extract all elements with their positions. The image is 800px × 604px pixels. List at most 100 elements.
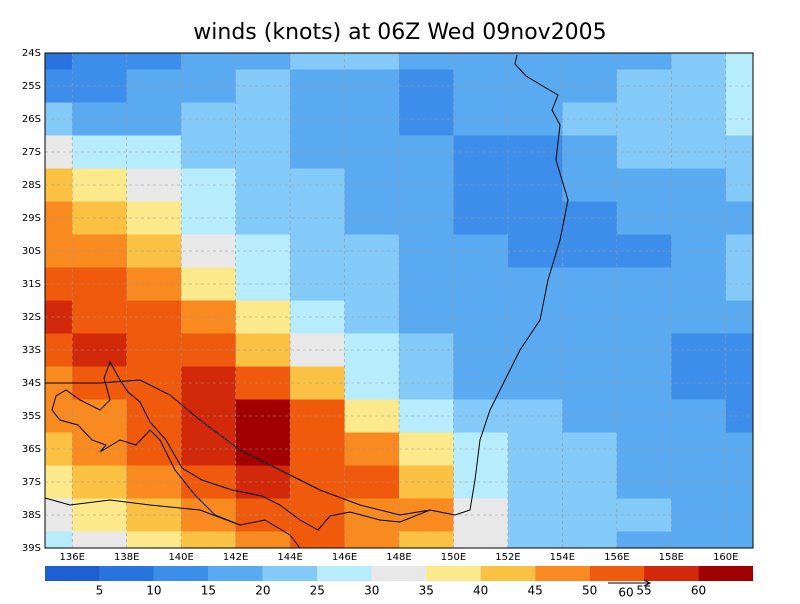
- colorbar-box: [208, 566, 263, 581]
- grid: 136E 138E 140E 142E 144E 146E 148E 150E 152E 154E…: [22, 48, 753, 563]
- wind-cell: [399, 267, 454, 301]
- wind-cell: [616, 300, 672, 334]
- wind-cell: [181, 531, 237, 548]
- colorbar-box: [99, 566, 154, 581]
- wind-cell: [399, 168, 454, 202]
- wind-cell: [562, 234, 618, 268]
- wind-cell: [562, 465, 618, 499]
- wind-cell: [507, 465, 563, 499]
- wind-cell: [235, 531, 291, 548]
- wind-cell: [453, 102, 509, 136]
- wind-cell: [725, 531, 753, 548]
- wind-cell: [616, 168, 672, 202]
- wind-cell: [616, 531, 672, 548]
- wind-cell: [562, 267, 618, 301]
- wind-cell: [562, 300, 618, 334]
- wind-cell: [453, 531, 509, 548]
- x-tick-label: 150E: [441, 552, 466, 563]
- wind-cell: [453, 366, 509, 400]
- wind-cell: [616, 53, 672, 70]
- x-tick-label: 154E: [550, 552, 575, 563]
- wind-cell: [671, 53, 727, 70]
- wind-cell: [181, 53, 237, 70]
- wind-cell: [453, 399, 509, 433]
- wind-cell: [616, 69, 672, 103]
- colorbar-box: [317, 566, 372, 581]
- wind-cell: [616, 201, 672, 235]
- wind-cell: [616, 102, 672, 136]
- wind-cell: [399, 531, 454, 548]
- colorbar-label: 60: [691, 584, 706, 598]
- colorbar-label: 35: [419, 584, 434, 598]
- colorbar-label: 45: [528, 584, 543, 598]
- wind-cell: [562, 201, 618, 235]
- wind-cell: [453, 168, 509, 202]
- wind-cell: [399, 201, 454, 235]
- wind-cell: [453, 300, 509, 334]
- wind-cell: [616, 333, 672, 367]
- wind-cell: [72, 53, 128, 70]
- wind-cell: [235, 53, 291, 70]
- wind-cell: [562, 531, 618, 548]
- wind-cell: [399, 234, 454, 268]
- wind-cell: [344, 53, 400, 70]
- wind-cell: [399, 366, 454, 400]
- y-tick-label: 27S: [22, 147, 41, 158]
- coastline: [51, 54, 569, 549]
- x-tick-label: 142E: [223, 552, 248, 563]
- wind-cell: [399, 333, 454, 367]
- wind-cell: [290, 531, 346, 548]
- colorbar-box: [371, 566, 427, 581]
- y-tick-label: 25S: [22, 81, 41, 92]
- wind-cell: [507, 399, 563, 433]
- x-tick-label: 148E: [386, 552, 411, 563]
- y-tick-label: 31S: [22, 279, 41, 290]
- plot-frame: [44, 52, 754, 549]
- x-tick-label: 136E: [60, 552, 85, 563]
- wind-cell: [126, 53, 182, 70]
- wind-cell: [616, 135, 672, 169]
- x-tick-label: 140E: [168, 552, 193, 563]
- wind-cell: [45, 53, 73, 70]
- wind-cell: [453, 69, 509, 103]
- wind-cell: [562, 399, 618, 433]
- wind-cell: [562, 498, 618, 532]
- y-tick-label: 35S: [22, 411, 41, 422]
- wind-cell: [507, 267, 563, 301]
- colorbar-box: [262, 566, 318, 581]
- wind-cell: [126, 531, 182, 548]
- wind-cell: [562, 168, 618, 202]
- wind-cell: [507, 102, 563, 136]
- wind-cell: [453, 267, 509, 301]
- x-tick-label: 156E: [604, 552, 629, 563]
- x-tick-label: 152E: [495, 552, 520, 563]
- wind-cell: [507, 333, 563, 367]
- wind-cell: [399, 498, 454, 532]
- wind-cell: [399, 432, 454, 466]
- wind-cell: [616, 366, 672, 400]
- wind-cell: [399, 102, 454, 136]
- wind-cell: [562, 333, 618, 367]
- state-border: [44, 497, 241, 526]
- wind-cell: [399, 300, 454, 334]
- wind-cell: [671, 531, 727, 548]
- x-tick-label: 146E: [332, 552, 357, 563]
- wind-cell: [507, 234, 563, 268]
- y-tick-label: 28S: [22, 180, 41, 191]
- colorbar-label: 30: [364, 584, 379, 598]
- wind-cell: [562, 102, 618, 136]
- wind-cell: [562, 135, 618, 169]
- wind-cell: [453, 53, 509, 70]
- colorbar-box: [426, 566, 481, 581]
- x-tick-label: 138E: [114, 552, 139, 563]
- wind-cell: [399, 69, 454, 103]
- wind-cell: [45, 531, 73, 548]
- wind-cell: [507, 498, 563, 532]
- colorbar-label: 50: [582, 584, 597, 598]
- colorbar-label: 55: [636, 584, 651, 598]
- y-tick-label: 33S: [22, 345, 41, 356]
- colorbar-box: [45, 566, 100, 581]
- wind-cell: [344, 531, 400, 548]
- wind-cell: [616, 399, 672, 433]
